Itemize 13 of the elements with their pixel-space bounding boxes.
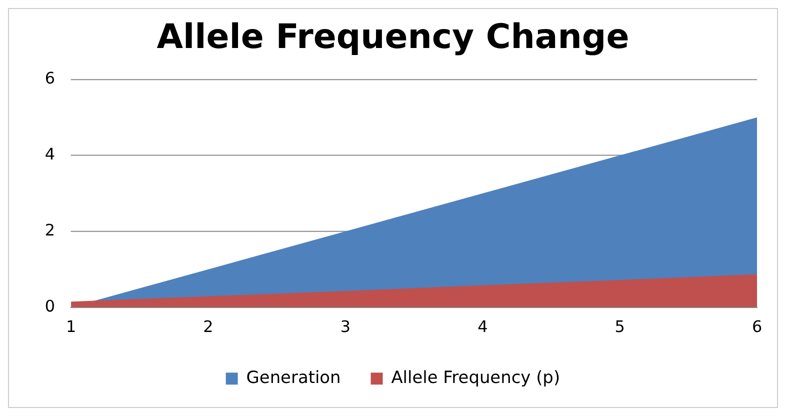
- legend-label: Allele Frequency (p): [391, 367, 560, 388]
- legend-label: Generation: [246, 367, 341, 388]
- x-tick-label: 1: [66, 316, 76, 336]
- y-tick-label: 2: [44, 220, 56, 240]
- x-tick-label: 5: [614, 316, 625, 336]
- chart-title: Allele Frequency Change: [156, 17, 630, 56]
- y-tick-label: 6: [44, 68, 56, 88]
- y-tick-label: 4: [44, 144, 56, 164]
- x-tick-label: 4: [478, 316, 488, 336]
- y-tick-label: 0: [44, 296, 56, 316]
- x-tick-label: 6: [752, 316, 762, 336]
- x-tick-label: 3: [340, 316, 351, 336]
- x-tick-label: 2: [203, 316, 214, 336]
